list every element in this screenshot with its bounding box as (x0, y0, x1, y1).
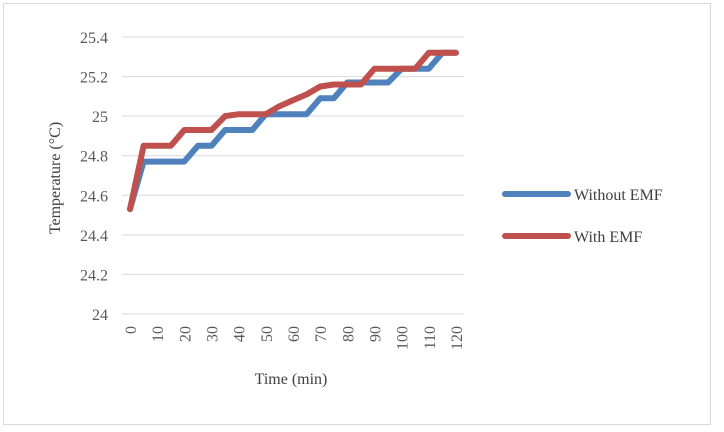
chart-frame (3, 3, 711, 425)
y-tick-label: 24.8 (80, 149, 108, 166)
x-tick-label: 20 (177, 326, 194, 342)
x-axis-title: Time (min) (255, 371, 328, 388)
gridlines (122, 36, 464, 315)
x-tick-label: 120 (449, 326, 466, 350)
y-axis-ticks: 24 24.2 24.4 24.6 24.8 25 25.2 25.4 (80, 30, 108, 324)
y-tick-label: 24 (92, 307, 108, 324)
x-tick-label: 30 (205, 326, 222, 342)
x-tick-label: 90 (368, 326, 385, 342)
x-tick-label: 40 (232, 326, 249, 342)
x-axis-ticks: 0 10 20 30 40 50 60 70 80 90 100 110 120 (123, 326, 466, 350)
series-line-with-emf (127, 49, 459, 213)
x-tick-label: 50 (259, 326, 276, 342)
y-tick-label: 25.4 (80, 30, 108, 47)
y-axis-title: Temperature (°C) (47, 122, 64, 234)
legend-label: Without EMF (574, 187, 663, 204)
y-tick-label: 24.6 (80, 188, 108, 205)
x-tick-label: 110 (422, 326, 439, 349)
x-tick-label: 80 (340, 326, 357, 342)
series-lines (127, 49, 459, 213)
x-tick-label: 70 (313, 326, 330, 342)
legend-label: With EMF (574, 229, 642, 246)
x-tick-label: 0 (123, 326, 140, 334)
y-tick-label: 25.2 (80, 70, 108, 87)
y-tick-label: 24.2 (80, 267, 108, 284)
legend: Without EMF With EMF (502, 187, 663, 246)
y-tick-label: 24.4 (80, 228, 108, 245)
y-tick-label: 25 (92, 109, 108, 126)
x-tick-label: 100 (395, 326, 412, 350)
x-tick-label: 60 (286, 326, 303, 342)
x-tick-label: 10 (150, 326, 167, 342)
